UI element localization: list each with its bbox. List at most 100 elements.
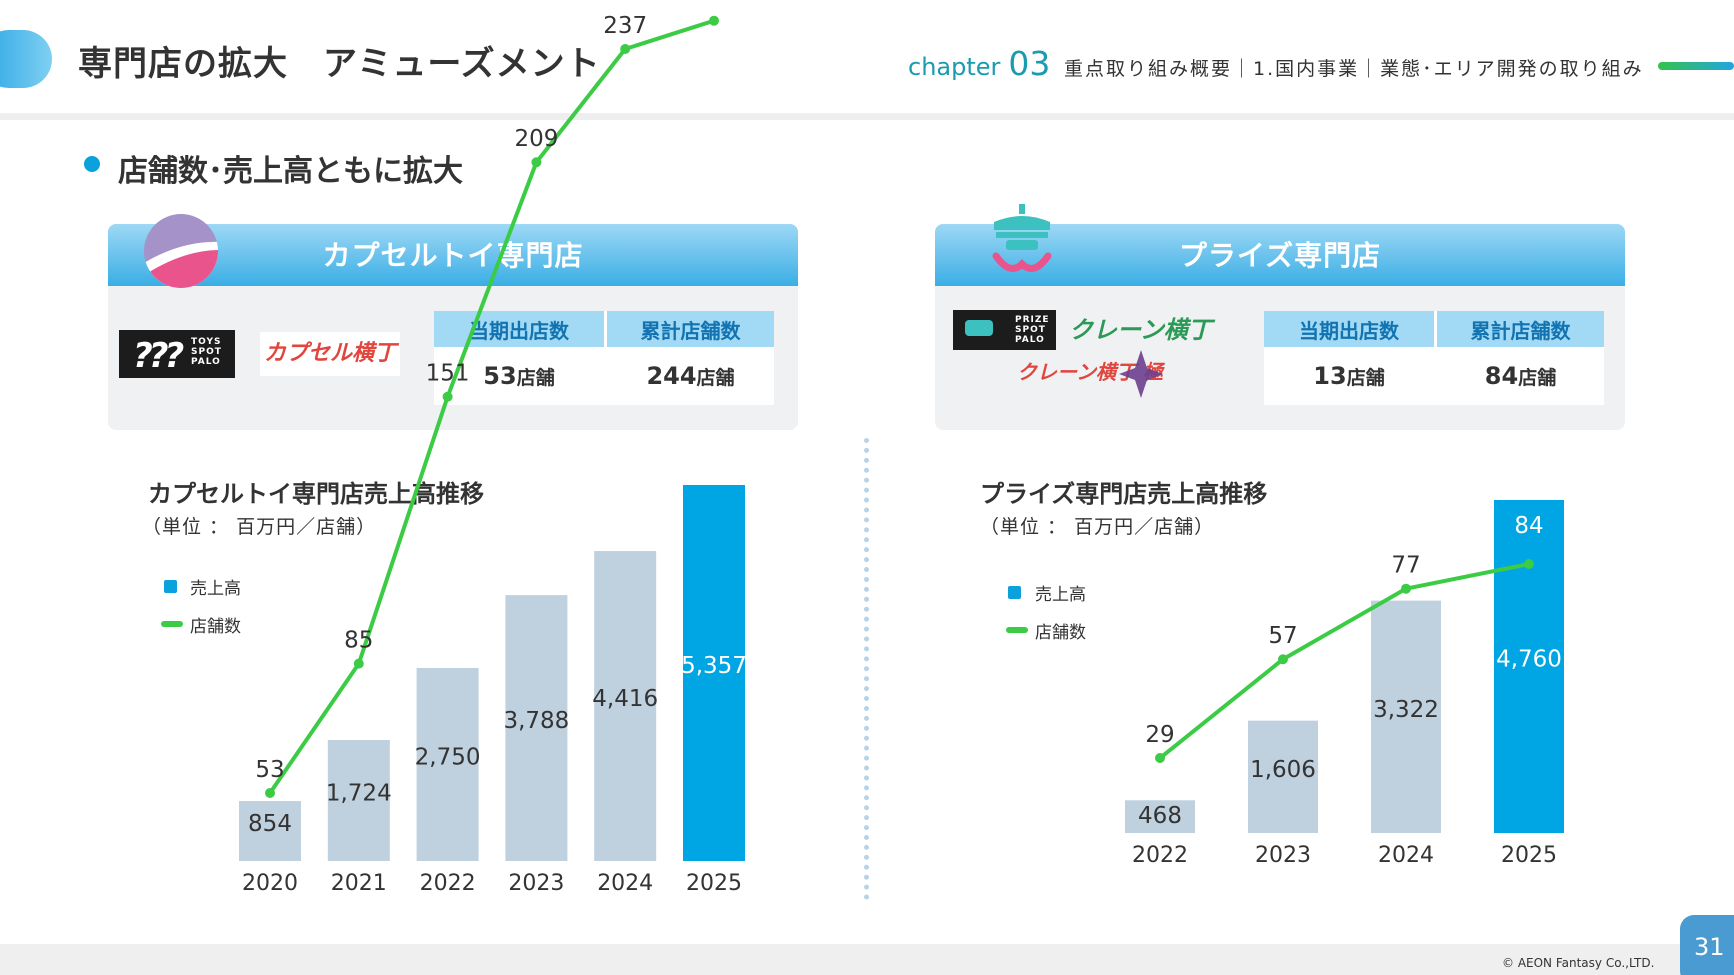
legend-sales-swatch <box>1008 586 1021 599</box>
new-stores-value: 13店舗 <box>1264 347 1434 405</box>
sales-bar <box>683 485 745 861</box>
store-count-label: 85 <box>344 628 373 654</box>
value: 53 <box>483 362 517 390</box>
total-stores-value: 244店舗 <box>604 347 774 405</box>
year-tick-label: 2022 <box>420 871 476 896</box>
kiwami-star-icon <box>1119 350 1163 398</box>
store-count-label: 209 <box>514 126 558 152</box>
store-count-line <box>268 18 715 795</box>
legend-sales-swatch <box>164 580 177 593</box>
sales-value-label: 854 <box>248 811 292 837</box>
sales-bar <box>1125 800 1195 833</box>
col-new-stores: 当期出店数 <box>1264 311 1434 347</box>
store-count-label: 77 <box>1391 553 1420 579</box>
chapter-word: chapter <box>908 53 1001 81</box>
header-accent-bar <box>1658 62 1734 70</box>
unit: 店舗 <box>696 367 735 389</box>
headline: 店舗数･売上高ともに拡大 <box>118 154 463 189</box>
sales-bar <box>327 739 390 861</box>
sales-value-label: 3,322 <box>1373 697 1439 723</box>
sales-value-label: 3,788 <box>503 708 569 734</box>
value: 84 <box>1484 362 1519 390</box>
store-count-point <box>265 787 275 798</box>
chapter-number: 03 <box>1008 44 1051 83</box>
sales-bar <box>1248 720 1318 833</box>
page-title: 専門店の拡大 アミューズメント <box>78 44 601 84</box>
toys-spot-palo-logo: ??? TOYS SPOT PALO <box>119 330 235 378</box>
store-count-label: 57 <box>1268 623 1297 649</box>
footer-bar <box>0 944 1734 975</box>
capsule-yokocho-logo: カプセル横丁 <box>260 332 400 376</box>
store-count-point <box>709 15 719 26</box>
sales-bar <box>416 667 479 861</box>
unit: 店舗 <box>1518 367 1557 389</box>
page-number: 31 <box>1680 915 1734 975</box>
legend-sales-label: 売上高 <box>1035 585 1086 605</box>
crane-mini-icon <box>965 320 993 336</box>
store-count-point <box>1401 583 1411 594</box>
copyright: © AEON Fantasy Co.,LTD. <box>1502 956 1655 970</box>
sales-value-label: 1,724 <box>326 780 392 806</box>
sales-value-label: 2,750 <box>415 744 481 770</box>
column-divider <box>864 438 869 900</box>
store-count-label: 29 <box>1145 722 1174 748</box>
sales-bar <box>1494 500 1564 833</box>
store-count-point <box>531 157 542 168</box>
value: 13 <box>1313 362 1347 390</box>
sales-value-label: 5,357 <box>681 653 747 679</box>
panel-title: カプセルトイ専門店 <box>108 224 798 286</box>
chart-unit: （単位 ： 百万円／店舗） <box>980 516 1215 538</box>
sales-bar <box>239 801 301 861</box>
year-tick-label: 2021 <box>331 871 387 896</box>
bullet-icon <box>84 156 100 172</box>
year-tick-label: 2020 <box>242 871 298 896</box>
header-divider <box>0 113 1734 120</box>
chart-unit: （単位 ： 百万円／店舗） <box>142 516 377 538</box>
unit: 店舗 <box>1346 367 1385 389</box>
store-count-point <box>620 44 631 55</box>
sales-bar <box>594 551 657 861</box>
sales-value-label: 468 <box>1138 803 1182 829</box>
breadcrumb: 重点取り組み概要｜1.国内事業｜業態･エリア開発の取り組み <box>1064 58 1644 80</box>
store-count-point <box>1155 753 1165 764</box>
legend-sales-label: 売上高 <box>190 579 241 599</box>
store-count-label: 237 <box>603 13 647 39</box>
chapter-label: chapter 03 <box>908 44 1050 83</box>
col-total-stores: 累計店舗数 <box>604 311 774 347</box>
sales-bar <box>1371 600 1441 833</box>
logo-caption: PRIZE SPOT PALO <box>1015 315 1050 345</box>
store-count-line <box>1158 562 1530 760</box>
legend-stores-swatch <box>161 621 183 627</box>
year-tick-label: 2024 <box>1378 843 1434 868</box>
sales-value-label: 4,416 <box>592 686 658 712</box>
store-count-label: 84 <box>1514 513 1543 539</box>
year-tick-label: 2024 <box>597 871 653 896</box>
col-total-stores: 累計店舗数 <box>1434 311 1604 347</box>
year-tick-label: 2025 <box>1501 843 1557 868</box>
year-tick-label: 2023 <box>508 871 564 896</box>
capsule-toy-panel: カプセルトイ専門店 ??? TOYS SPOT PALO カプセル横丁 当期出店数 … <box>108 224 798 430</box>
chart-title: カプセルトイ専門店売上高推移 <box>148 480 484 508</box>
col-new-stores: 当期出店数 <box>434 311 604 347</box>
unit: 店舗 <box>516 367 555 389</box>
chart-title: プライズ専門店売上高推移 <box>980 480 1268 508</box>
prize-store-table: 当期出店数 累計店舗数 13店舗 84店舗 <box>1264 311 1604 405</box>
store-count-label: 53 <box>255 757 284 783</box>
capsule-store-table: 当期出店数 累計店舗数 53店舗 244店舗 <box>434 311 774 405</box>
legend-stores-swatch <box>1006 627 1028 633</box>
header-accent-tab <box>0 30 52 88</box>
store-count-point <box>442 391 453 402</box>
year-tick-label: 2025 <box>686 871 742 896</box>
question-marks-icon: ??? <box>133 336 184 376</box>
sales-value-label: 4,760 <box>1496 647 1562 673</box>
store-count-label: 151 <box>426 361 470 387</box>
store-count-point <box>1278 654 1288 665</box>
prize-panel: プライズ専門店 PRIZE SPOT PALO クレーン横丁 クレーン横丁 極 当期… <box>935 224 1625 430</box>
store-count-point <box>1524 559 1534 570</box>
sales-value-label: 1,606 <box>1250 757 1316 783</box>
crane-yokocho-logo-label: クレーン横丁 <box>1069 316 1212 344</box>
crane-yokocho-logo: クレーン横丁 <box>1069 308 1212 352</box>
total-stores-value: 84店舗 <box>1434 347 1604 405</box>
